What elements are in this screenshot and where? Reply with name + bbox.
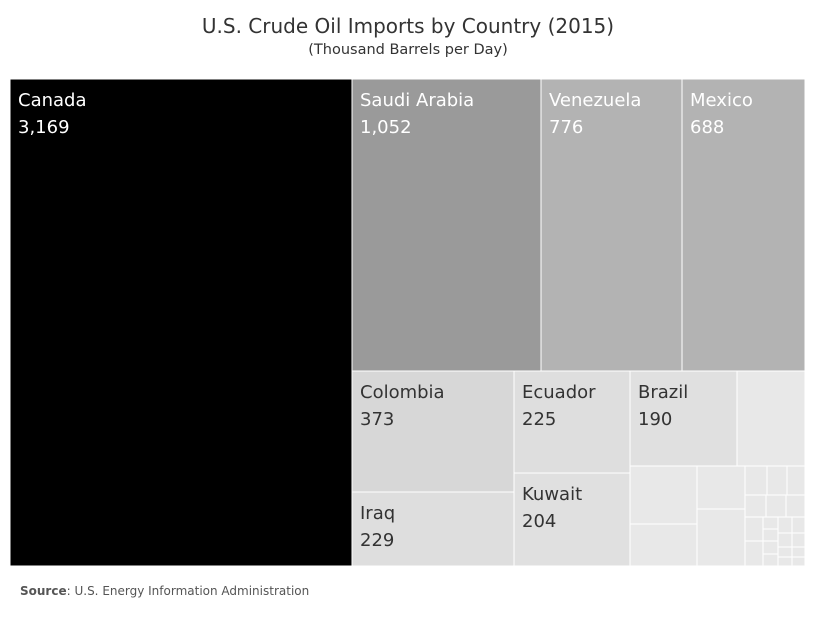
tile-value-brazil: 190 [638,409,672,430]
tile-rect-brazil [629,370,738,467]
tile-value-kuwait: 204 [522,511,556,532]
treemap-tile-kuwait[interactable]: Kuwait 204 [513,472,631,567]
tile-label-mexico: Mexico [690,90,753,111]
chart-title: U.S. Crude Oil Imports by Country (2015) [201,14,615,38]
treemap-tile-small[interactable] [744,465,768,496]
chart-subtitle: (Thousand Barrels per Day) [308,42,508,58]
treemap-tile-small[interactable] [696,465,746,510]
treemap-tile-small[interactable] [744,516,764,542]
tile-value-ecuador: 225 [522,409,556,430]
tile-rect-ecuador [513,370,631,474]
tile-label-venezuela: Venezuela [549,90,641,111]
tile-rect-canada [9,78,353,567]
tile-rect-kuwait [513,472,631,567]
treemap-tile-ecuador[interactable]: Ecuador 225 [513,370,631,474]
treemap-tile-small[interactable] [765,494,787,518]
treemap-tile-small[interactable] [736,370,806,467]
treemap-tile-small[interactable] [777,546,793,558]
source-note: Source: U.S. Energy Information Administ… [20,584,310,598]
treemap-tile-small[interactable] [744,494,767,518]
treemap-tile-small[interactable] [791,556,806,567]
treemap-tile-small[interactable] [744,540,764,567]
tile-rect-mexico [681,78,806,372]
tile-value-iraq: 229 [360,530,394,551]
treemap-tile-small[interactable] [762,516,779,530]
tile-label-colombia: Colombia [360,382,445,403]
tile-label-kuwait: Kuwait [522,484,582,505]
treemap-tile-small[interactable] [629,465,698,525]
source-text: U.S. Energy Information Administration [74,584,310,598]
tile-label-saudi-arabia: Saudi Arabia [360,90,474,111]
treemap-tile-iraq[interactable]: Iraq 229 [351,491,515,567]
treemap-tile-saudi-arabia[interactable]: Saudi Arabia 1,052 [351,78,542,372]
tile-rect-venezuela [540,78,683,372]
treemap-tile-small[interactable] [762,553,779,567]
tile-label-brazil: Brazil [638,382,688,403]
tile-label-iraq: Iraq [360,503,395,524]
treemap-tile-small[interactable] [696,508,746,567]
treemap-tile-small[interactable] [785,494,806,518]
tile-value-canada: 3,169 [18,117,70,138]
treemap-tile-small[interactable] [629,523,698,567]
treemap-tile-small[interactable] [786,465,806,496]
treemap-tile-small[interactable] [777,532,793,548]
treemap-tile-canada[interactable]: Canada 3,169 [9,78,353,567]
treemap-tile-small[interactable] [791,516,806,534]
treemap-tile-small[interactable] [791,532,806,548]
tile-label-canada: Canada [18,90,87,111]
tile-value-saudi-arabia: 1,052 [360,117,412,138]
tile-rect-iraq [351,491,515,567]
treemap-tile-small[interactable] [762,528,779,542]
tile-value-colombia: 373 [360,409,394,430]
tile-value-mexico: 688 [690,117,724,138]
treemap-tile-small[interactable] [791,546,806,558]
treemap-tile-small[interactable] [777,516,793,534]
treemap-tile-venezuela[interactable]: Venezuela 776 [540,78,683,372]
source-label: Source [20,584,67,598]
tile-value-venezuela: 776 [549,117,583,138]
treemap-tile-mexico[interactable]: Mexico 688 [681,78,806,372]
treemap-tile-colombia[interactable]: Colombia 373 [351,370,515,493]
treemap-tile-brazil[interactable]: Brazil 190 [629,370,738,467]
treemap-tile-small[interactable] [777,556,793,567]
treemap-tile-small[interactable] [762,540,779,555]
tile-label-ecuador: Ecuador [522,382,596,403]
tile-rect-colombia [351,370,515,493]
treemap-tile-small[interactable] [766,465,788,496]
